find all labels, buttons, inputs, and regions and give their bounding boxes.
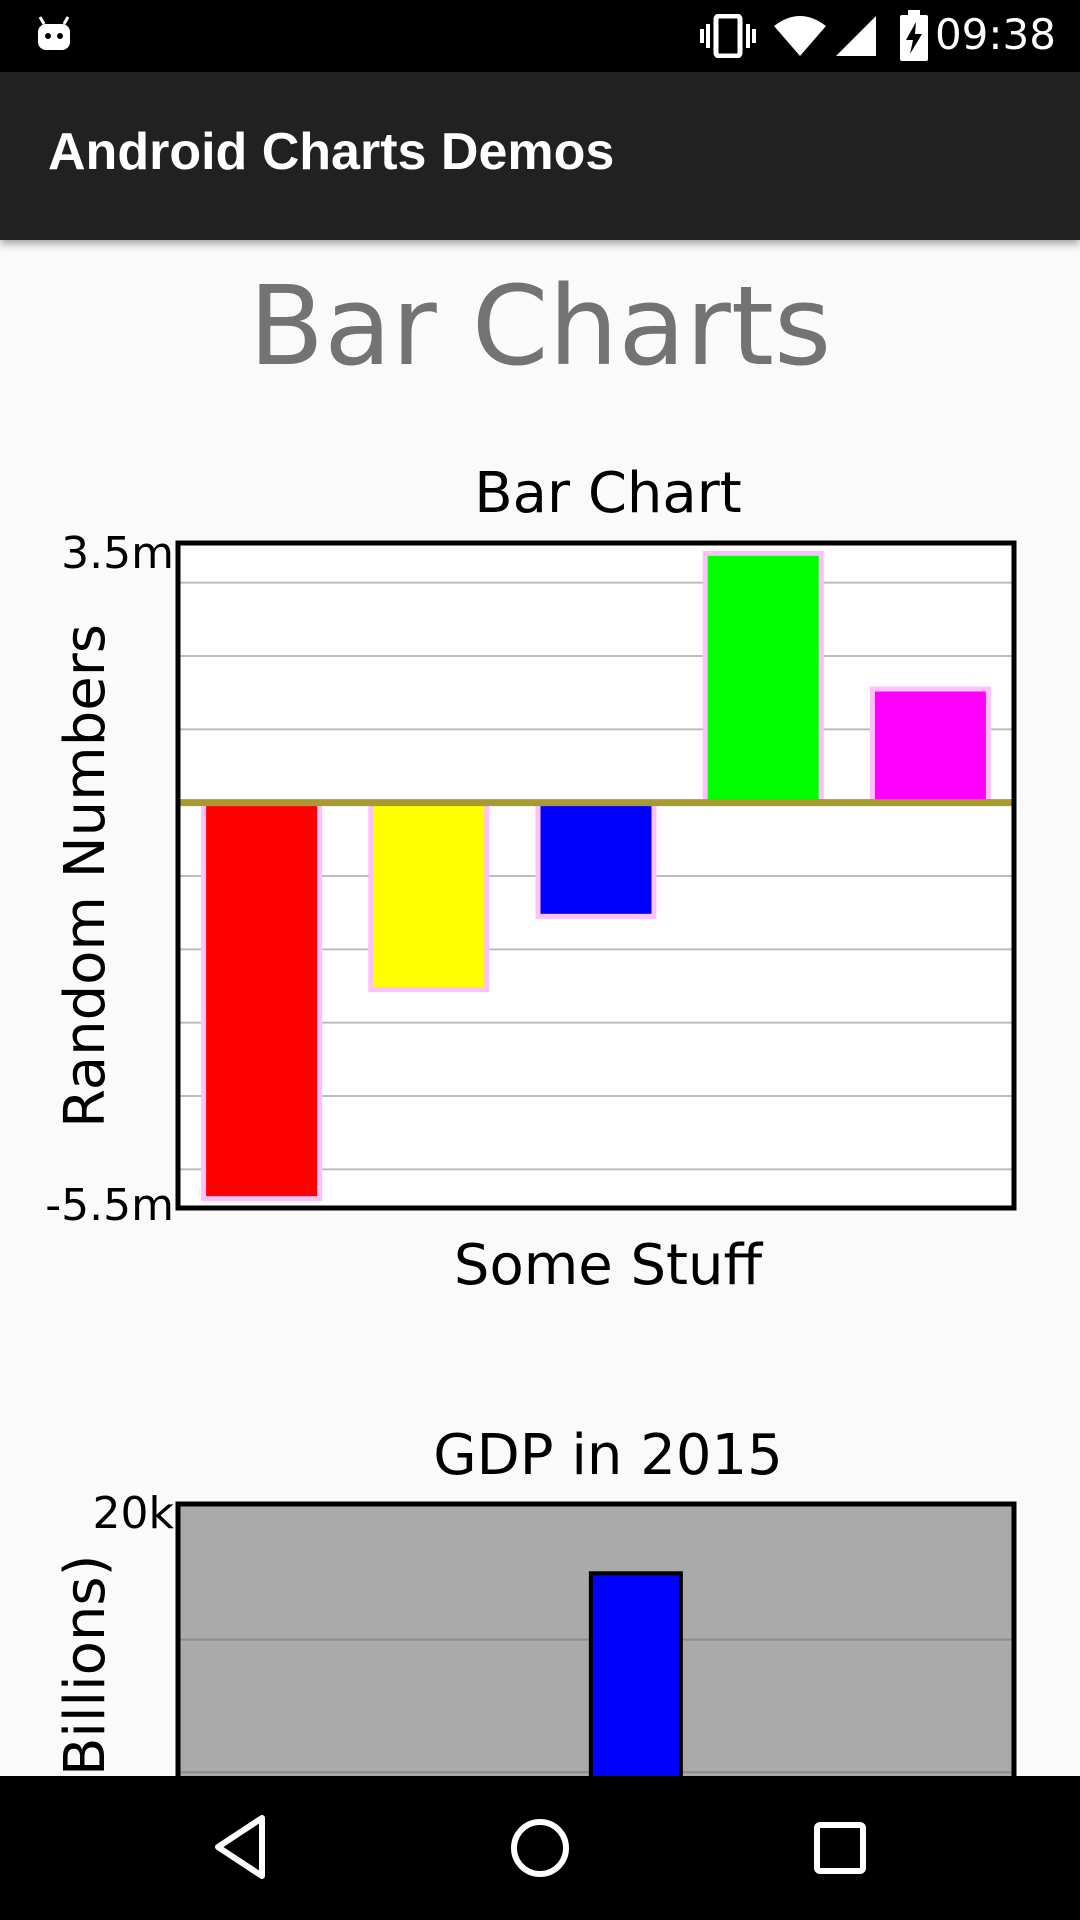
chart1-x-axis-label: Some Stuff [454, 1233, 764, 1298]
page-heading: Bar Charts [248, 262, 832, 390]
cell-signal-icon [836, 16, 876, 56]
bar-chart-1: Bar Chart 3.5m -5.5m Some Stuff Random N… [45, 461, 1017, 1298]
chart2-bars [588, 1571, 683, 1776]
charts-canvas: Bar Chart 3.5m -5.5m Some Stuff Random N… [45, 461, 1017, 1776]
recents-icon[interactable] [812, 1820, 868, 1876]
chart1-bar [201, 800, 323, 1202]
chart1-plot-frame [175, 540, 1017, 1211]
battery-charging-icon [900, 10, 928, 61]
chart2-y-tick-max: 20k [93, 1488, 175, 1539]
back-icon[interactable] [210, 1812, 270, 1882]
chart1-bar [702, 550, 824, 806]
chart1-bars [201, 550, 991, 1202]
status-bar: 09:38 [0, 0, 1080, 72]
chart1-y-tick-min: -5.5m [45, 1180, 174, 1231]
chart1-bar [535, 800, 657, 919]
android-notification-icon [38, 16, 70, 50]
chart1-bar [869, 686, 991, 806]
status-time: 09:38 [934, 10, 1056, 59]
app-title: Android Charts Demos [48, 123, 615, 181]
vibrate-icon [700, 14, 756, 58]
chart1-y-tick-max: 3.5m [61, 528, 174, 579]
navigation-bar [0, 1776, 1080, 1920]
chart1-bar [368, 800, 490, 993]
chart2-plot-frame [175, 1501, 1017, 1776]
chart2-title: GDP in 2015 [433, 1423, 782, 1488]
chart1-title: Bar Chart [474, 461, 741, 526]
app-bar: Android Charts Demos [0, 72, 1080, 240]
chart2-y-axis-label: Billions) [53, 1555, 118, 1776]
bar-chart-2: GDP in 2015 20k Billions) [53, 1423, 1017, 1776]
home-icon[interactable] [508, 1816, 572, 1880]
chart2-bar [588, 1571, 683, 1776]
chart1-y-axis-label: Random Numbers [53, 624, 118, 1128]
wifi-icon [774, 16, 826, 56]
